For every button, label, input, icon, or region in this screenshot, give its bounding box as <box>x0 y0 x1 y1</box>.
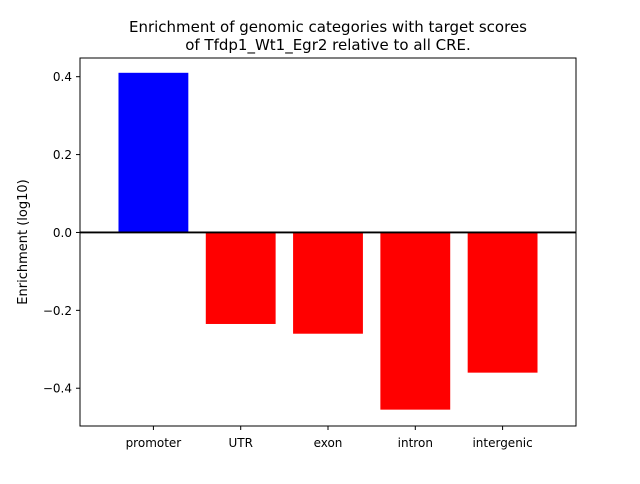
y-tick-label: 0.2 <box>53 148 72 162</box>
y-tick-label: 0.0 <box>53 226 72 240</box>
y-axis-ticks: 0.4 0.2 0.0 −0.2 −0.4 <box>43 70 80 396</box>
y-tick-label: −0.4 <box>43 382 72 396</box>
x-tick-label-UTR: UTR <box>228 436 252 450</box>
y-tick-label: −0.2 <box>43 304 72 318</box>
chart-title-line-1: Enrichment of genomic categories with ta… <box>129 18 527 36</box>
chart-title-line-2: of Tfdp1_Wt1_Egr2 relative to all CRE. <box>185 36 471 55</box>
y-axis-label: Enrichment (log10) <box>16 179 31 304</box>
x-tick-label-exon: exon <box>314 436 343 450</box>
y-tick-label: 0.4 <box>53 70 72 84</box>
bar-intergenic <box>467 232 538 373</box>
x-tick-label-intron: intron <box>398 436 433 450</box>
bar-intron <box>380 232 451 410</box>
bar-promoter <box>118 72 189 233</box>
bar-exon <box>293 232 363 334</box>
bar-UTR <box>205 232 276 324</box>
bars-layer <box>118 72 538 410</box>
x-axis-ticks: promoter UTR exon intron intergenic <box>126 426 533 450</box>
x-tick-label-promoter: promoter <box>126 436 182 450</box>
x-tick-label-intergenic: intergenic <box>472 436 532 450</box>
